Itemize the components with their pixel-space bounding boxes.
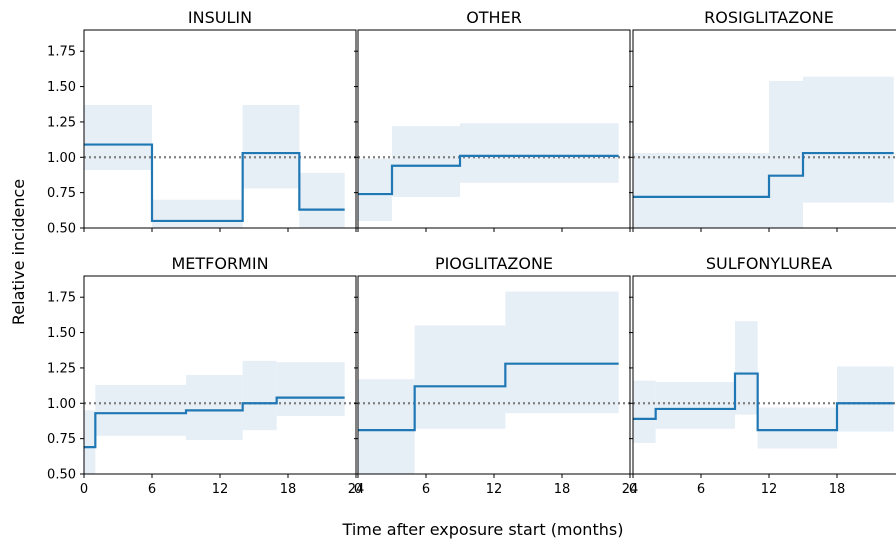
y-tick-label: 1.25 bbox=[47, 115, 76, 130]
x-tick-label: 24 bbox=[622, 482, 639, 497]
y-axis-label: Relative incidence bbox=[9, 179, 28, 325]
ci-band-pioglitazone-1 bbox=[414, 325, 506, 429]
x-tick-label: 0 bbox=[629, 482, 637, 497]
panel-insulin: INSULIN 0.50 0.75 1.00 1.25 1.50 1.75 bbox=[47, 8, 357, 237]
x-tick-label: 18 bbox=[280, 482, 297, 497]
ci-band-other-2 bbox=[460, 123, 619, 183]
panel-sulfonylurea: SULFONYLUREA06121824 bbox=[629, 254, 896, 497]
plot-area bbox=[633, 321, 896, 449]
plot-area bbox=[358, 291, 630, 474]
ci-band-insulin-1 bbox=[152, 199, 243, 228]
x-tick-label: 6 bbox=[148, 482, 156, 497]
ci-band-metformin-2 bbox=[186, 375, 243, 441]
plot-area bbox=[633, 76, 896, 228]
plot-area bbox=[84, 360, 356, 474]
ci-band-metformin-3 bbox=[242, 360, 277, 431]
step-line-pioglitazone bbox=[358, 362, 619, 432]
ci-band-insulin-2 bbox=[242, 104, 300, 189]
x-axis-label: Time after exposure start (months) bbox=[342, 520, 624, 539]
panel-title: INSULIN bbox=[188, 8, 252, 27]
x-tick-label: 24 bbox=[348, 482, 365, 497]
x-tick-label: 6 bbox=[422, 482, 430, 497]
ci-band-rosiglitazone-2 bbox=[803, 76, 894, 203]
y-tick-label: 1.00 bbox=[47, 151, 76, 166]
x-tick-label: 12 bbox=[761, 482, 778, 497]
y-tick-label: 0.50 bbox=[47, 468, 76, 483]
ci-band-pioglitazone-0 bbox=[358, 379, 415, 474]
x-tick-label: 18 bbox=[829, 482, 846, 497]
ci-band-metformin-0 bbox=[84, 410, 96, 474]
ci-band-metformin-4 bbox=[276, 362, 345, 417]
ci-band-sulfonylurea-3 bbox=[757, 407, 837, 449]
x-tick-label: 0 bbox=[80, 482, 88, 497]
y-tick-label: 0.75 bbox=[47, 186, 76, 201]
plot-area bbox=[358, 123, 630, 221]
panel-title: SULFONYLUREA bbox=[706, 254, 832, 273]
y-tick-label: 1.75 bbox=[47, 291, 76, 306]
ci-band-sulfonylurea-0 bbox=[633, 380, 656, 443]
x-tick-label: 0 bbox=[354, 482, 362, 497]
step-line-insulin bbox=[84, 143, 345, 223]
x-tick-label: 12 bbox=[212, 482, 229, 497]
ci-band-other-1 bbox=[392, 126, 460, 197]
ci-band-sulfonylurea-4 bbox=[837, 366, 894, 432]
y-tick-label: 1.50 bbox=[47, 326, 76, 341]
ci-band-sulfonylurea-1 bbox=[655, 382, 735, 429]
step-line-other bbox=[358, 154, 619, 196]
step-line-metformin bbox=[84, 396, 345, 449]
y-tick-label: 0.75 bbox=[47, 432, 76, 447]
ci-band-pioglitazone-2 bbox=[505, 291, 619, 414]
ci-band-other-0 bbox=[358, 158, 392, 221]
ci-band-insulin-0 bbox=[84, 104, 152, 171]
step-line-sulfonylurea bbox=[633, 372, 894, 432]
ci-band-rosiglitazone-0 bbox=[633, 153, 769, 228]
y-tick-label: 1.50 bbox=[47, 80, 76, 95]
panel-title: OTHER bbox=[466, 8, 522, 27]
x-tick-label: 6 bbox=[697, 482, 705, 497]
ci-band-metformin-1 bbox=[95, 384, 186, 436]
panel-title: METFORMIN bbox=[171, 254, 268, 273]
y-tick-label: 1.00 bbox=[47, 397, 76, 412]
ci-band-rosiglitazone-1 bbox=[769, 80, 803, 228]
ci-band-sulfonylurea-2 bbox=[735, 321, 758, 415]
y-tick-label: 1.75 bbox=[47, 45, 76, 60]
panel-rosiglitazone: ROSIGLITAZONE bbox=[629, 8, 896, 232]
panels: INSULIN 0.50 0.75 1.00 1.25 1.50 1.75 OTHER ROSI… bbox=[47, 8, 896, 497]
panel-pioglitazone: PIOGLITAZONE 0 6 12 18 24 bbox=[354, 254, 638, 497]
step-line-rosiglitazone bbox=[633, 151, 894, 198]
y-tick-label: 0.50 bbox=[47, 222, 76, 237]
x-tick-label: 12 bbox=[486, 482, 503, 497]
plot-area bbox=[84, 104, 356, 228]
panel-other: OTHER bbox=[354, 8, 631, 232]
x-tick-label: 18 bbox=[554, 482, 571, 497]
panel-title: ROSIGLITAZONE bbox=[704, 8, 834, 27]
panel-title: PIOGLITAZONE bbox=[435, 254, 553, 273]
ci-band-insulin-3 bbox=[299, 172, 345, 228]
panel-metformin: METFORMIN 0.50 0.75 1.00 1.25 1.50 1.75 0 6 12 18 2… bbox=[47, 254, 364, 497]
y-tick-label: 1.25 bbox=[47, 361, 76, 376]
